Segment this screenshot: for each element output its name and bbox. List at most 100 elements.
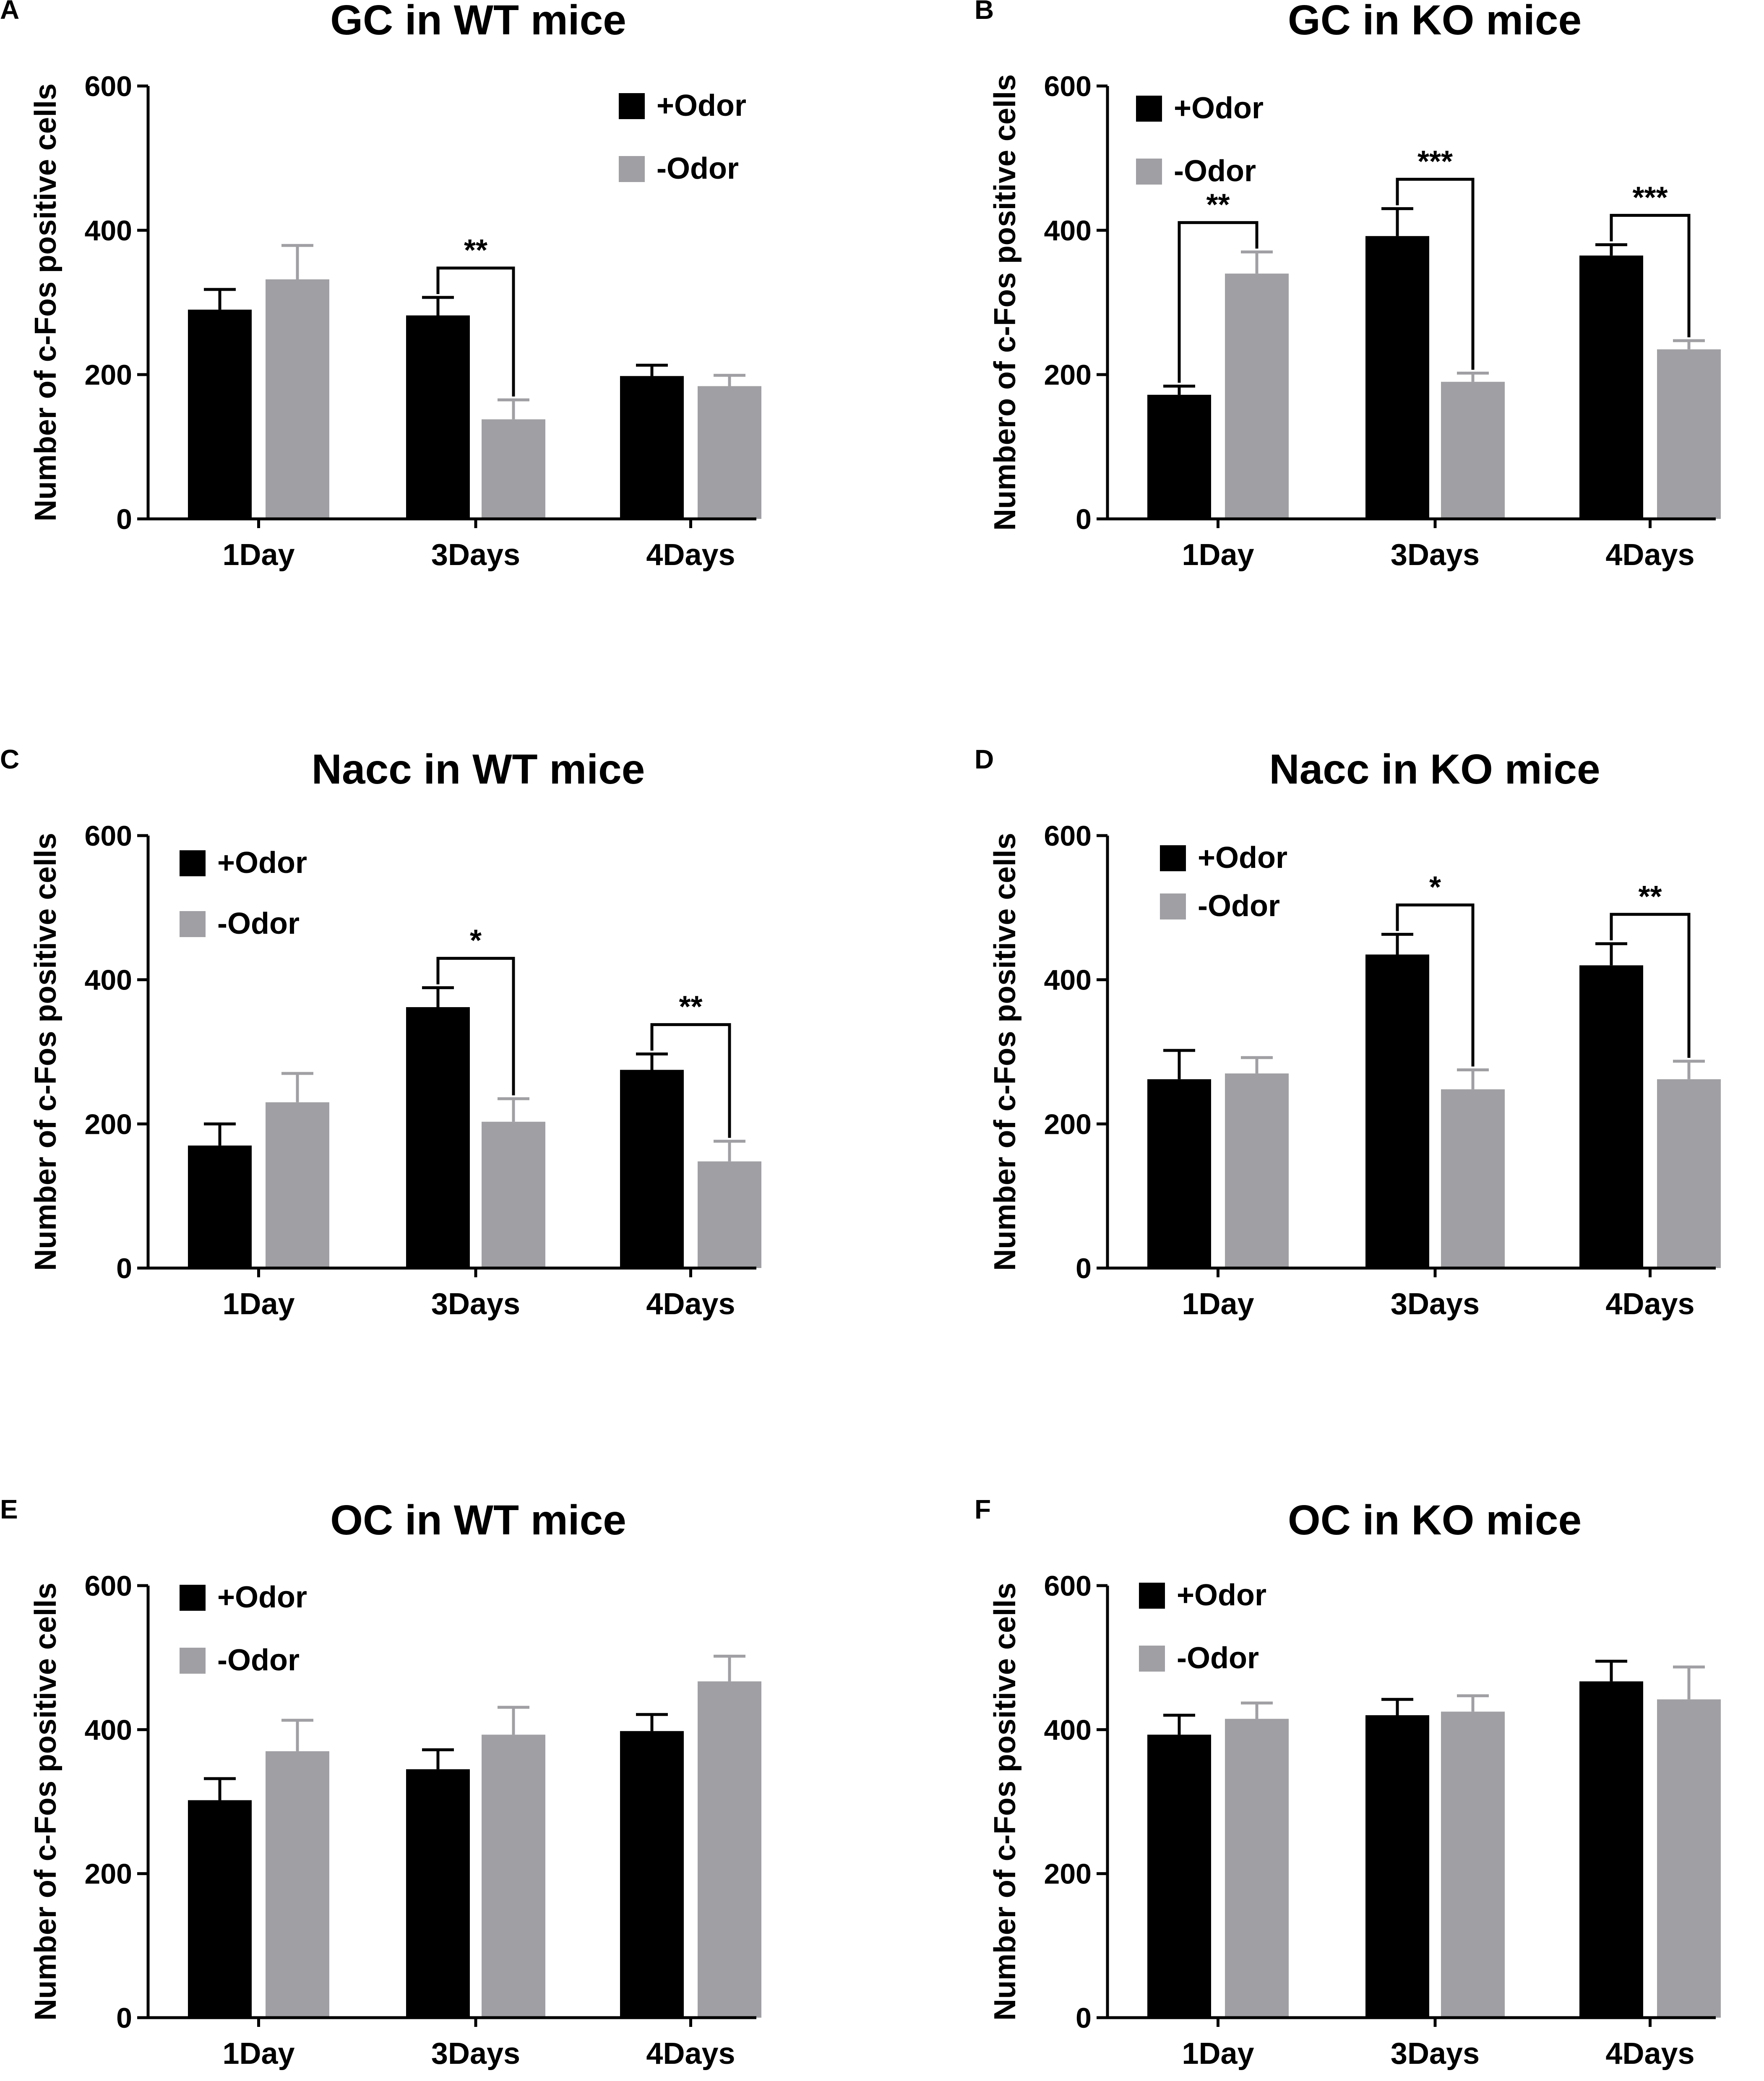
y-tick-label: 0	[1076, 2002, 1092, 2034]
bar-odor-minus-3days	[1441, 1089, 1505, 1268]
legend-swatch-odor-plus	[180, 1585, 206, 1611]
y-tick-label: 0	[116, 1253, 132, 1284]
chart-panel-c: C Nacc in WT mice Number of c-Fos positive…	[0, 744, 761, 1321]
significance-label: *	[470, 924, 482, 958]
bar-odor-minus-4days	[1657, 349, 1721, 519]
bar-odor-minus-4days	[1657, 1079, 1721, 1268]
legend-swatch-odor-minus	[180, 1648, 206, 1674]
bar-odor-plus-1day	[188, 1800, 252, 2018]
x-tick-label: 4Days	[646, 538, 735, 572]
chart-panel-a: A GC in WT mice Number of c-Fos positive c…	[0, 0, 761, 572]
y-tick-label: 200	[1044, 359, 1092, 391]
y-tick-label: 600	[85, 1570, 132, 1602]
legend-label: -Odor	[217, 907, 300, 940]
bar-odor-minus-3days	[482, 419, 545, 519]
legend-label: +Odor	[1177, 1578, 1266, 1612]
y-tick-label: 600	[1044, 820, 1092, 852]
significance-bracket	[650, 1023, 731, 1138]
y-axis-label: Number of c-Fos positive cells	[988, 833, 1022, 1271]
bar-odor-plus-1day	[188, 1145, 252, 1268]
y-axis-label: Number of c-Fos positive cells	[988, 1583, 1022, 2021]
legend-label: -Odor	[1174, 154, 1256, 188]
legend-swatch-odor-plus	[1160, 845, 1186, 871]
legend-swatch-odor-minus	[180, 911, 206, 937]
legend-swatch-odor-minus	[619, 156, 645, 182]
panel-letter: E	[0, 1494, 18, 1524]
legend-label: -Odor	[657, 152, 739, 185]
legend-label: +Odor	[217, 1581, 307, 1614]
x-tick-label: 3Days	[431, 1287, 520, 1321]
chart-title: Nacc in KO mice	[1269, 746, 1600, 793]
x-tick-label: 3Days	[431, 538, 520, 572]
bar-odor-minus-3days	[1441, 1711, 1505, 2018]
bar-odor-plus-4days	[620, 1070, 684, 1268]
legend-label: +Odor	[217, 846, 307, 880]
chart-title: GC in KO mice	[1288, 0, 1582, 44]
legend-label: +Odor	[1198, 841, 1287, 875]
panel-letter: F	[974, 1494, 991, 1524]
bar-odor-plus-3days	[1365, 954, 1429, 1268]
x-tick-label: 4Days	[646, 2037, 735, 2071]
chart-title: GC in WT mice	[330, 0, 626, 44]
significance-bracket	[1610, 214, 1691, 338]
bar-odor-minus-1day	[266, 279, 329, 519]
bar-odor-minus-1day	[1225, 1719, 1289, 2018]
legend-label: -Odor	[217, 1643, 300, 1677]
x-tick-label: 4Days	[1605, 2037, 1694, 2071]
bar-odor-minus-3days	[482, 1122, 545, 1268]
y-tick-label: 400	[1044, 1714, 1092, 1746]
x-tick-label: 3Days	[1391, 2037, 1480, 2071]
bar-odor-plus-4days	[1579, 1681, 1643, 2018]
bar-odor-minus-4days	[698, 386, 761, 519]
x-tick-label: 4Days	[1605, 538, 1694, 572]
significance-label: **	[1206, 188, 1230, 222]
bar-odor-plus-4days	[1579, 965, 1643, 1268]
chart-title: OC in KO mice	[1288, 1497, 1582, 1544]
chart-panel-d: D Nacc in KO mice Number of c-Fos positive…	[974, 744, 1721, 1321]
y-tick-label: 0	[116, 2002, 132, 2034]
y-tick-label: 600	[85, 70, 132, 102]
y-tick-label: 200	[85, 1858, 132, 1890]
y-tick-label: 400	[1044, 964, 1092, 996]
significance-label: **	[1638, 880, 1662, 914]
x-tick-label: 1Day	[1182, 538, 1254, 572]
significance-bracket	[1396, 177, 1475, 370]
y-tick-label: 400	[85, 964, 132, 996]
bar-odor-plus-3days	[406, 315, 470, 519]
bar-odor-plus-1day	[1147, 1735, 1211, 2018]
bar-odor-minus-4days	[698, 1161, 761, 1268]
legend-swatch-odor-plus	[1139, 1583, 1165, 1609]
bar-odor-plus-3days	[1365, 236, 1429, 519]
significance-bracket	[436, 957, 515, 1096]
chart-title: OC in WT mice	[330, 1497, 626, 1544]
y-tick-label: 400	[85, 215, 132, 247]
legend-label: +Odor	[657, 89, 746, 122]
bar-odor-minus-4days	[1657, 1699, 1721, 2018]
legend-swatch-odor-minus	[1136, 159, 1162, 185]
bar-odor-minus-1day	[266, 1751, 329, 2018]
bar-odor-minus-3days	[1441, 382, 1505, 519]
y-tick-label: 600	[85, 820, 132, 852]
y-axis-label: Numbero of c-Fos positive cells	[988, 74, 1022, 531]
bar-odor-minus-1day	[1225, 273, 1289, 519]
legend-label: -Odor	[1198, 889, 1280, 923]
y-tick-label: 600	[1044, 1570, 1092, 1602]
y-tick-label: 0	[116, 503, 132, 535]
bar-odor-plus-3days	[406, 1769, 470, 2018]
legend-swatch-odor-minus	[1139, 1646, 1165, 1672]
chart-title: Nacc in WT mice	[312, 746, 645, 793]
legend-swatch-odor-minus	[1160, 893, 1186, 919]
chart-panel-b: B GC in KO mice Numbero of c-Fos positive …	[974, 0, 1721, 572]
bar-odor-minus-1day	[1225, 1073, 1289, 1268]
y-tick-label: 0	[1076, 503, 1092, 535]
y-tick-label: 0	[1076, 1253, 1092, 1284]
bar-odor-minus-1day	[266, 1102, 329, 1268]
significance-bracket	[436, 266, 515, 397]
y-axis-label: Number of c-Fos positive cells	[29, 833, 63, 1271]
significance-label: *	[1429, 870, 1441, 904]
legend-swatch-odor-plus	[180, 850, 206, 876]
bar-odor-plus-4days	[1579, 255, 1643, 519]
y-tick-label: 400	[85, 1714, 132, 1746]
legend-swatch-odor-plus	[1136, 96, 1162, 122]
x-tick-label: 1Day	[1182, 1287, 1254, 1321]
